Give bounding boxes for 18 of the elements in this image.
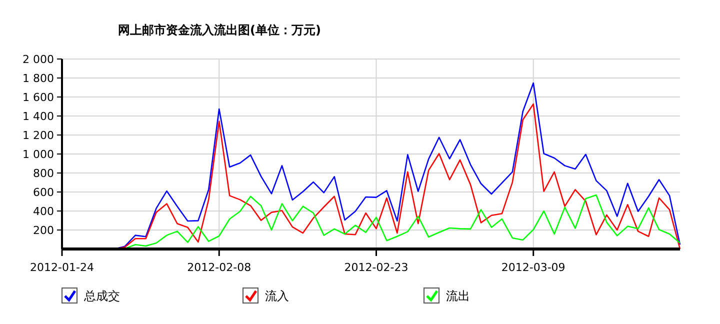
legend-label: 总成交 xyxy=(83,289,120,303)
y-tick-label: 200 xyxy=(33,224,54,237)
x-tick-label: 2012-01-24 xyxy=(30,261,94,274)
y-tick-label: 1 800 xyxy=(22,72,54,85)
chart-title: 网上邮市资金流入流出图(单位：万元) xyxy=(118,23,321,37)
y-tick-label: 1 000 xyxy=(22,148,54,161)
x-tick-label: 2012-02-23 xyxy=(344,261,408,274)
y-tick-label: 1 400 xyxy=(22,110,54,123)
legend-label: 流入 xyxy=(265,289,289,303)
y-tick-label: 1 600 xyxy=(22,91,54,104)
x-tick-label: 2012-03-09 xyxy=(501,261,566,274)
y-tick-label: 2 000 xyxy=(22,53,54,66)
y-tick-label: 800 xyxy=(33,167,54,180)
y-tick-label: 600 xyxy=(33,186,54,199)
x-tick-label: 2012-02-08 xyxy=(187,261,252,274)
y-tick-label: 400 xyxy=(33,205,54,218)
legend-label: 流出 xyxy=(446,289,470,303)
y-tick-label: 1 200 xyxy=(22,129,54,142)
